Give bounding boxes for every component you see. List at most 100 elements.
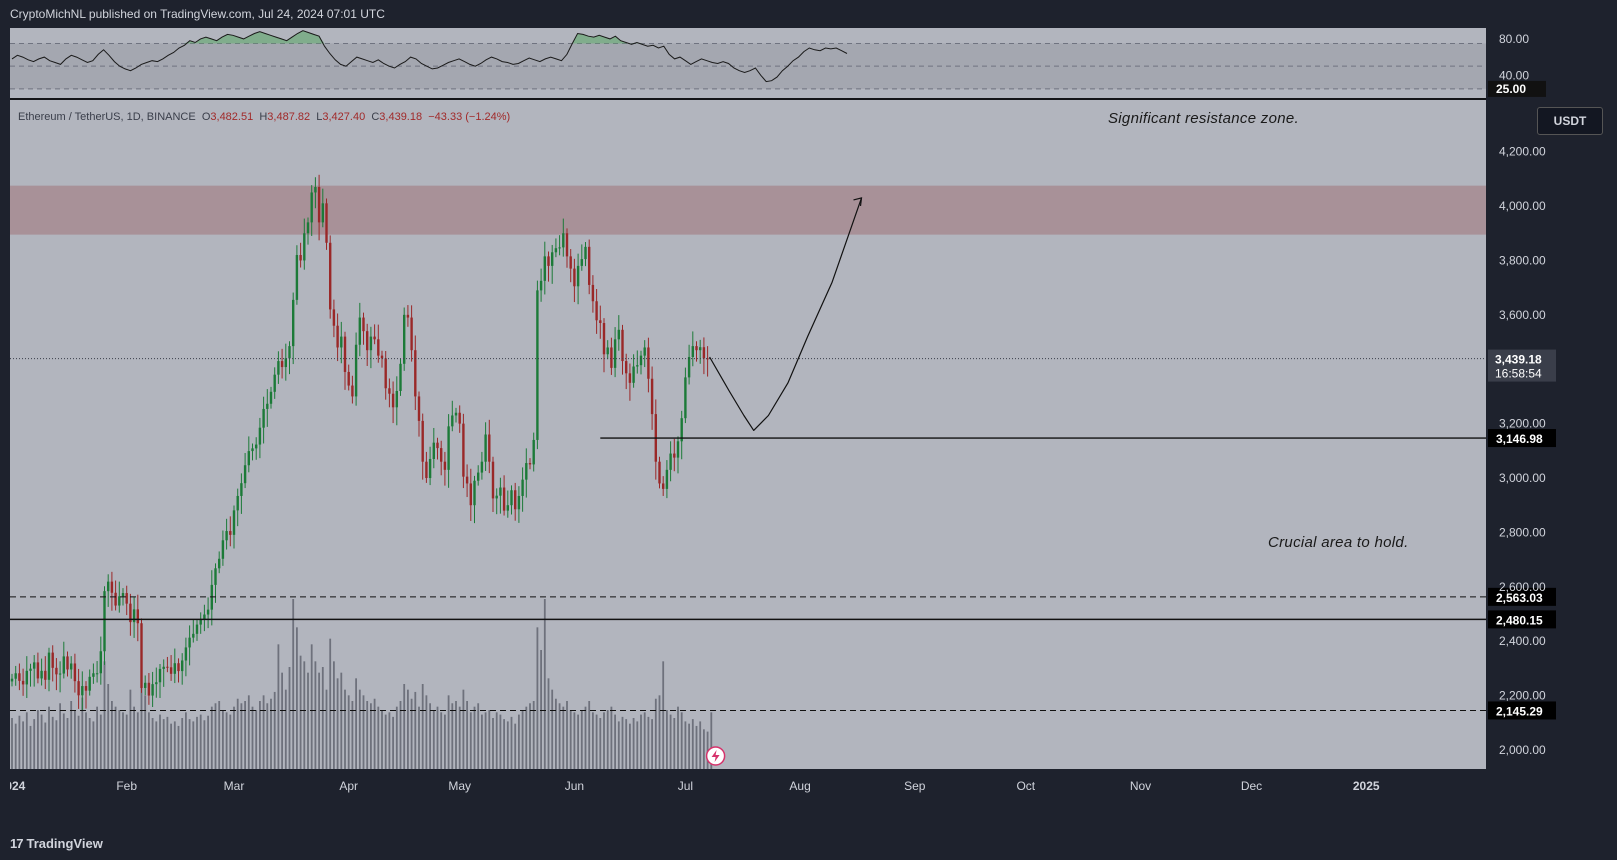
lightning-icon <box>705 746 726 766</box>
level-label-box <box>1488 587 1556 606</box>
time-axis-label: Jun <box>565 779 584 793</box>
candle <box>181 653 184 685</box>
candle-body <box>588 246 591 285</box>
candle <box>632 354 635 388</box>
candle-body <box>362 317 365 332</box>
legend-change: −43.33 (−1.24%) <box>428 111 511 123</box>
volume-bar <box>14 723 17 769</box>
volume-bar <box>96 706 98 769</box>
volume-bar <box>344 689 346 769</box>
price-axis-label: 4,200.00 <box>1499 145 1546 159</box>
candle-body <box>18 673 21 681</box>
candle <box>602 318 606 373</box>
candle-body <box>462 423 465 477</box>
volume-bar <box>218 701 221 769</box>
candle-body <box>258 427 262 445</box>
candle <box>95 661 99 683</box>
candle <box>284 343 287 381</box>
rsi-current-label: 25.00 <box>1496 82 1526 96</box>
candle <box>303 218 306 270</box>
candle-body <box>687 356 691 378</box>
candle <box>51 645 54 682</box>
candle <box>543 241 546 295</box>
candle-body <box>181 660 184 672</box>
volume-bar <box>229 714 232 769</box>
volume-bar <box>70 701 73 769</box>
volume-bar <box>92 721 95 769</box>
legend-symbol: Ethereum / TetherUS, 1D, BINANCE <box>18 111 196 123</box>
volume-bar <box>207 715 209 769</box>
price-axis-label: 3,000.00 <box>1499 471 1546 485</box>
volume-bar <box>288 667 291 769</box>
chart-frame: 80.00 40.00 25.00 3,146.98 2,563.03 2,480.15 2… <box>10 28 1607 826</box>
candle <box>329 235 332 319</box>
volume-bar <box>395 706 398 769</box>
volume-bar <box>532 701 535 769</box>
legend-high-label: H <box>259 111 268 123</box>
candle <box>391 381 395 424</box>
candle <box>332 299 336 338</box>
volume-bar <box>403 684 406 769</box>
candle <box>347 364 350 391</box>
volume-bar <box>262 695 265 769</box>
candle <box>528 458 532 470</box>
candle <box>292 292 295 365</box>
volume-bar <box>551 689 554 769</box>
candle <box>580 244 583 271</box>
candle <box>14 665 17 686</box>
candle-body <box>347 371 350 386</box>
volume-bar <box>629 723 631 769</box>
time-axis-label: Aug <box>789 779 810 793</box>
volume-bar <box>270 698 272 769</box>
candle <box>29 663 32 687</box>
legend-close-label: C <box>371 111 380 123</box>
candle <box>650 366 654 430</box>
candle <box>377 324 380 363</box>
candle <box>410 305 413 362</box>
candle <box>495 488 498 515</box>
candle-body <box>325 203 328 243</box>
candle <box>288 341 291 375</box>
volume-bar <box>410 698 413 769</box>
candle-body <box>669 453 672 470</box>
volume-bar <box>636 721 639 769</box>
volume-bar <box>37 710 39 769</box>
candle-body <box>491 461 495 499</box>
volume-bar <box>503 719 505 769</box>
candle-body <box>454 412 458 416</box>
candle-body <box>166 666 169 668</box>
candle <box>454 407 458 423</box>
candle <box>243 452 247 489</box>
volume-bar <box>255 710 258 769</box>
volume-bar <box>407 689 409 769</box>
volume-bar <box>699 721 702 769</box>
candle <box>639 350 643 375</box>
candle <box>314 177 317 209</box>
price-axis-label: 4,000.00 <box>1499 199 1546 213</box>
tradingview-logo[interactable]: 17 TradingView <box>10 836 103 851</box>
candle-body <box>192 633 195 638</box>
candle <box>521 467 524 512</box>
candle <box>317 174 321 241</box>
candle-body <box>29 668 32 671</box>
candle <box>636 350 639 374</box>
candle-body <box>40 670 43 679</box>
time-axis-label: 2025 <box>1353 779 1380 793</box>
volume-bar <box>484 712 487 769</box>
price-axis-label: 3,800.00 <box>1499 253 1546 267</box>
candle-body <box>414 350 417 397</box>
candle <box>47 647 51 692</box>
candle <box>158 664 162 699</box>
candle-body <box>55 667 58 675</box>
volume-bar <box>399 701 402 769</box>
volume-bar <box>99 714 102 769</box>
candle-body <box>14 673 17 679</box>
candle-body <box>580 259 583 266</box>
candle-body <box>395 390 398 408</box>
volume-bar <box>299 655 302 769</box>
candle <box>266 389 269 427</box>
candle <box>547 251 550 282</box>
currency-button[interactable]: USDT <box>1537 107 1603 135</box>
time-axis <box>10 769 1486 826</box>
